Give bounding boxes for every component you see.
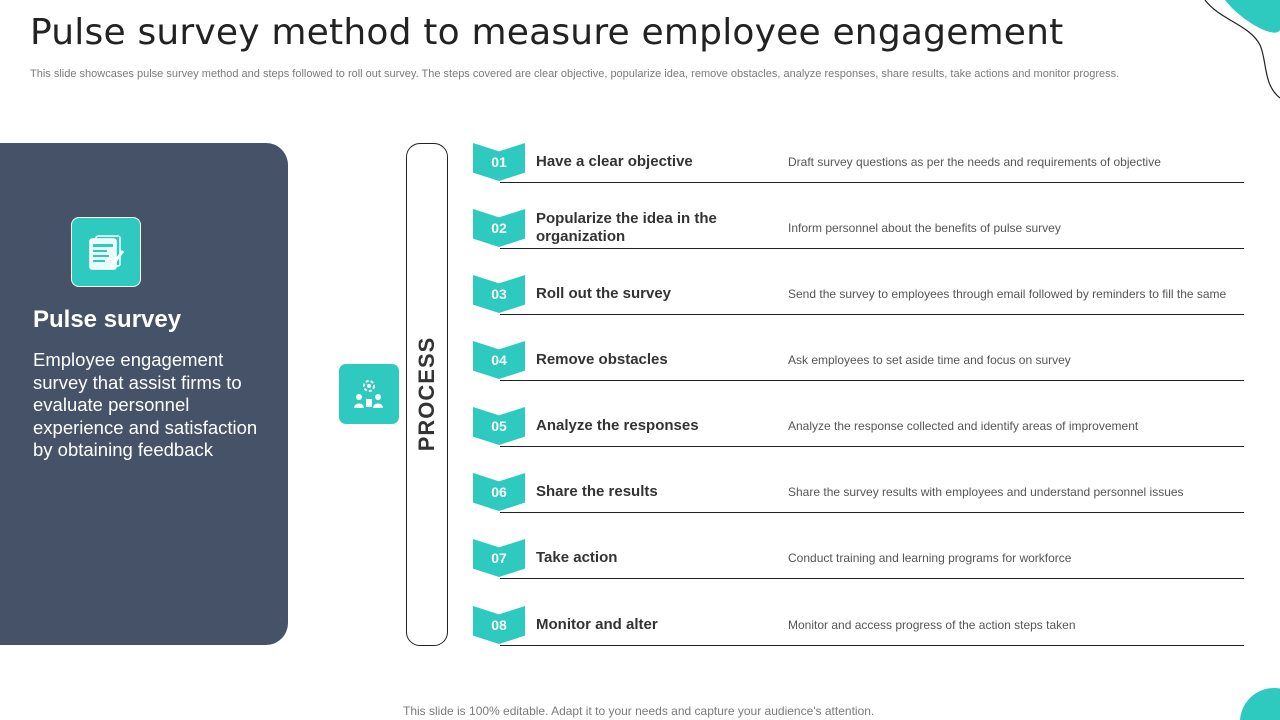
step-description: Send the survey to employees through ema…	[788, 287, 1227, 301]
step-title: Take action	[536, 549, 618, 566]
process-step: 06 Share the results Share the survey resu…	[472, 473, 1244, 513]
footer-note: This slide is 100% editable. Adapt it to…	[403, 704, 875, 718]
step-description: Ask employees to set aside time and focu…	[788, 353, 1071, 367]
step-number: 04	[491, 352, 507, 368]
process-step: 04 Remove obstacles Ask employees to set a…	[472, 341, 1244, 381]
step-title: Remove obstacles	[536, 351, 668, 368]
step-number: 08	[491, 617, 507, 633]
step-number: 06	[491, 484, 507, 500]
step-divider	[500, 247, 1244, 249]
process-label: PROCESS	[414, 336, 439, 452]
team-settings-icon	[339, 364, 399, 424]
step-description: Conduct training and learning programs f…	[788, 551, 1072, 565]
page-subtitle: This slide showcases pulse survey method…	[30, 68, 1120, 80]
panel-description: Employee engagement survey that assist f…	[33, 349, 258, 460]
step-number: 01	[491, 154, 507, 170]
step-divider	[500, 379, 1244, 381]
process-step: 05 Analyze the responses Analyze the respo…	[472, 407, 1244, 447]
step-divider	[500, 577, 1244, 579]
step-number: 05	[491, 418, 507, 434]
step-divider	[500, 313, 1244, 315]
step-number: 07	[491, 550, 507, 566]
process-step: 03 Roll out the survey Send the survey to …	[472, 275, 1244, 315]
step-title: Analyze the responses	[536, 417, 699, 434]
page-title: Pulse survey method to measure employee …	[30, 12, 1064, 53]
step-title: Have a clear objective	[536, 153, 693, 170]
panel-title: Pulse survey	[33, 306, 182, 333]
process-step: 01 Have a clear objective Draft survey que…	[472, 143, 1244, 183]
survey-document-icon	[71, 217, 141, 287]
process-step: 08 Monitor and alter Monitor and access pr…	[472, 606, 1244, 646]
step-divider	[500, 511, 1244, 513]
corner-decoration-top	[1204, 0, 1280, 99]
corner-decoration-bottom	[1240, 688, 1280, 720]
step-description: Monitor and access progress of the actio…	[788, 618, 1076, 632]
step-divider	[500, 445, 1244, 447]
process-step: 07 Take action Conduct training and learni…	[472, 539, 1244, 579]
pulse-survey-panel: Pulse survey Employee engagement survey …	[0, 143, 288, 645]
process-frame	[406, 143, 448, 646]
step-title: Popularize the idea in the organization	[536, 210, 717, 245]
step-title: Roll out the survey	[536, 285, 672, 302]
step-description: Share the survey results with employees …	[788, 485, 1184, 499]
step-title: Share the results	[536, 483, 658, 500]
step-title: Monitor and alter	[536, 616, 658, 633]
step-number: 03	[491, 286, 507, 302]
step-number: 02	[491, 220, 507, 236]
step-divider	[500, 644, 1244, 646]
step-description: Analyze the response collected and ident…	[788, 419, 1139, 433]
step-description: Inform personnel about the benefits of p…	[788, 221, 1061, 235]
process-step: 02 Popularize the idea in the organizatio…	[472, 209, 1244, 249]
step-description: Draft survey questions as per the needs …	[788, 155, 1161, 169]
step-divider	[500, 181, 1244, 183]
